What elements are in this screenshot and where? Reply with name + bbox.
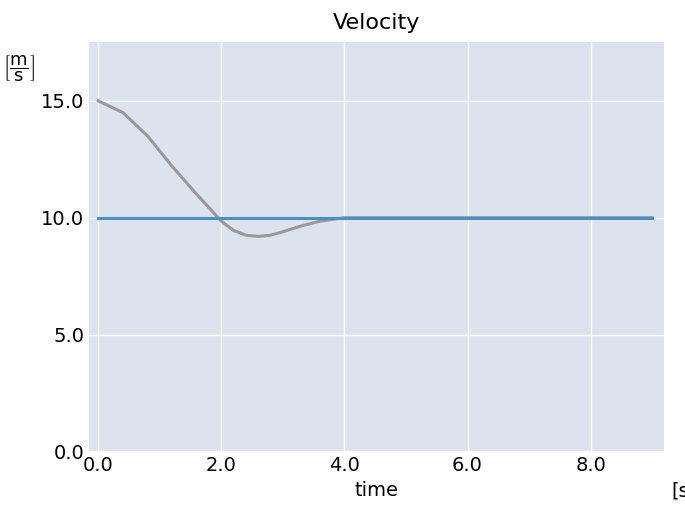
Text: [s]: [s] [671, 482, 685, 501]
X-axis label: time: time [355, 481, 399, 500]
Text: $\left[\dfrac{\mathrm{m}}{\mathrm{s}}\right]$: $\left[\dfrac{\mathrm{m}}{\mathrm{s}}\ri… [3, 53, 36, 83]
Title: Velocity: Velocity [333, 13, 421, 32]
